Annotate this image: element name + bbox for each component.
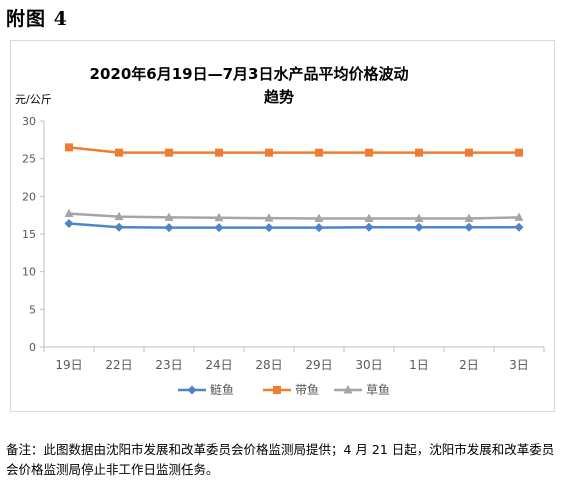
data-point bbox=[464, 213, 474, 223]
data-point bbox=[415, 148, 423, 157]
legend-label-2: 带鱼 bbox=[295, 383, 319, 397]
data-point bbox=[465, 148, 473, 157]
x-tick-label: 1日 bbox=[409, 358, 429, 372]
data-point bbox=[314, 213, 324, 223]
data-point bbox=[414, 222, 424, 232]
y-tick-label: 30 bbox=[22, 115, 36, 128]
y-tick-label: 25 bbox=[22, 153, 36, 166]
data-point bbox=[464, 222, 474, 232]
y-tick-label: 10 bbox=[22, 266, 36, 279]
data-point bbox=[514, 212, 524, 221]
series-line-3 bbox=[68, 212, 520, 220]
series-line-2 bbox=[68, 146, 519, 154]
y-tick-label: 0 bbox=[29, 341, 36, 354]
data-point bbox=[114, 211, 124, 221]
data-point bbox=[264, 223, 274, 233]
x-tick-label: 3日 bbox=[509, 358, 529, 372]
data-point bbox=[64, 208, 74, 218]
data-point bbox=[65, 143, 73, 152]
x-tick-label: 22日 bbox=[105, 358, 132, 372]
y-axis-label: 元/公斤 bbox=[15, 93, 52, 106]
data-point bbox=[264, 213, 274, 222]
x-tick-label: 30日 bbox=[355, 358, 382, 372]
figure-heading: 附图 4 bbox=[6, 8, 68, 30]
legend-marker-3 bbox=[343, 385, 353, 394]
y-tick-label: 20 bbox=[22, 190, 36, 203]
legend-label-1: 鲢鱼 bbox=[210, 382, 234, 397]
y-tick-label: 5 bbox=[29, 303, 36, 316]
data-point bbox=[414, 213, 424, 223]
x-tick-label: 29日 bbox=[305, 358, 332, 372]
data-point bbox=[314, 223, 324, 233]
data-point bbox=[365, 148, 373, 157]
data-point bbox=[115, 148, 123, 157]
data-point bbox=[114, 222, 124, 232]
x-tick-label: 23日 bbox=[155, 358, 182, 372]
chart-frame: 2020年6月19日—7月3日水产品平均价格波动趋势 元/公斤 0 5 10 15 20 2… bbox=[10, 40, 555, 412]
data-point bbox=[514, 222, 524, 232]
data-point bbox=[265, 148, 273, 157]
y-tick-label: 15 bbox=[22, 228, 36, 241]
x-tick-label: 19日 bbox=[55, 358, 82, 372]
data-point bbox=[64, 218, 74, 228]
chart-title-line2: 趋势 bbox=[264, 88, 294, 106]
legend-marker-2 bbox=[273, 386, 281, 394]
data-point bbox=[215, 148, 223, 157]
x-tick-label: 24日 bbox=[205, 358, 232, 372]
x-tick-label: 28日 bbox=[255, 358, 282, 372]
data-point bbox=[165, 148, 173, 157]
data-point bbox=[214, 212, 224, 222]
x-tick-label: 2日 bbox=[459, 358, 479, 372]
data-point bbox=[515, 148, 523, 157]
series-line-1 bbox=[68, 222, 519, 229]
chart-title-line1: 2020年6月19日—7月3日水产品平均价格波动 bbox=[90, 65, 409, 83]
data-point bbox=[364, 222, 374, 232]
footnote: 备注：此图数据由沈阳市发展和改革委员会价格监测局提供；4 月 21 日起，沈阳市… bbox=[6, 442, 555, 477]
legend-label-3: 草鱼 bbox=[366, 383, 390, 397]
data-point bbox=[214, 223, 224, 233]
data-point bbox=[164, 223, 174, 233]
data-point bbox=[315, 148, 323, 157]
data-point bbox=[164, 212, 174, 221]
data-point bbox=[364, 213, 374, 223]
legend-marker-1 bbox=[187, 385, 197, 395]
